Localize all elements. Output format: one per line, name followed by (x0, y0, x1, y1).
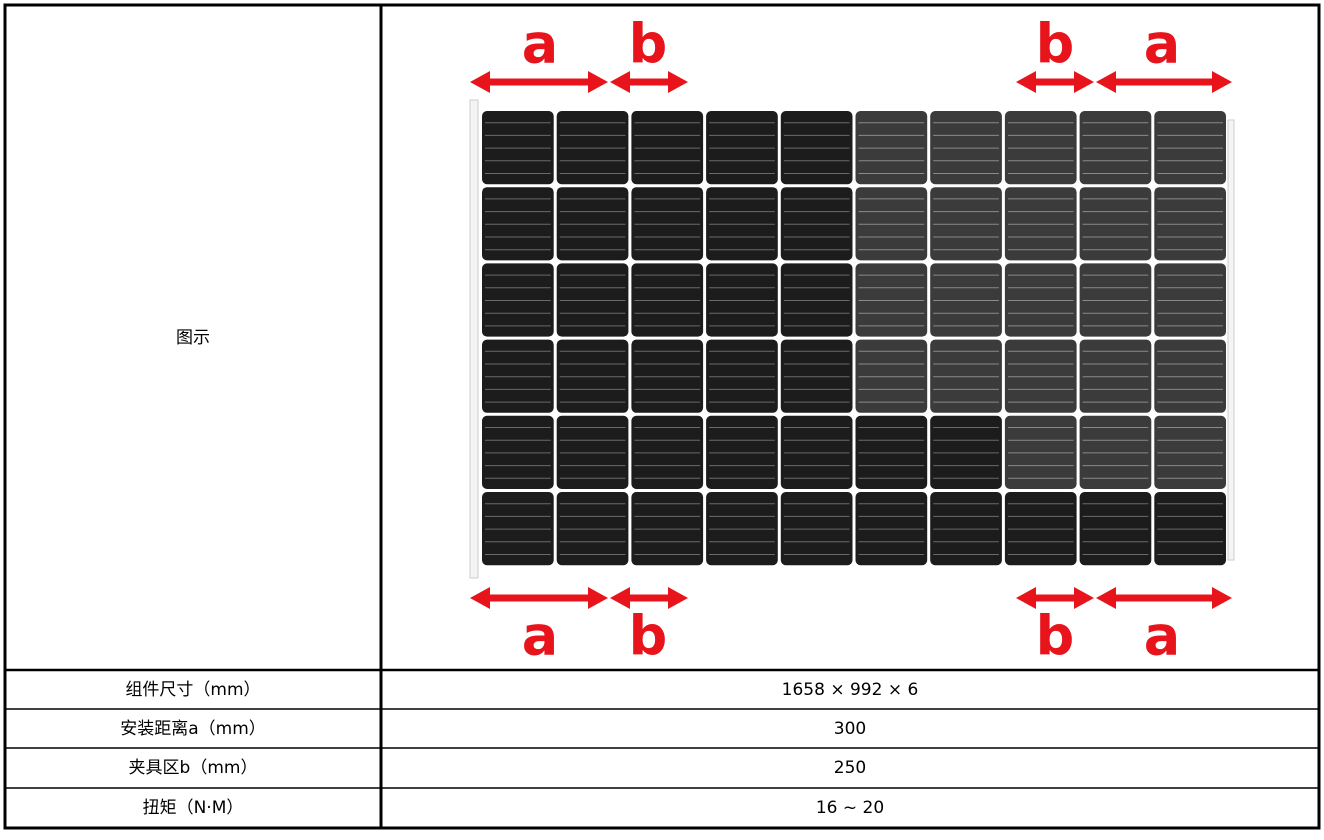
arrow-head (668, 587, 688, 609)
cell-joint (1149, 410, 1156, 417)
cell-joint (999, 182, 1006, 189)
dimension-label: b (629, 605, 668, 668)
arrow-head (1074, 587, 1094, 609)
cell-joint (1074, 258, 1081, 265)
solar-cell (930, 187, 1002, 261)
solar-cell (706, 187, 778, 261)
cell-joint (850, 258, 857, 265)
cell-joint (775, 410, 782, 417)
solar-cell (1154, 187, 1226, 261)
figure-label: 图示 (176, 328, 210, 348)
dimension-label: a (1144, 13, 1180, 76)
cell-joint (999, 258, 1006, 265)
cell-joint (925, 182, 932, 189)
cell-joint (775, 487, 782, 493)
solar-cell (1004, 187, 1077, 261)
arrow-head (1212, 587, 1232, 609)
cell-joint (551, 182, 558, 189)
cell-joint (925, 487, 932, 493)
solar-cell (1079, 187, 1152, 261)
row-label: 安装距离a（mm） (120, 719, 266, 739)
cell-joint (999, 487, 1006, 493)
solar-cell (780, 187, 853, 261)
cell-joint (1149, 487, 1156, 493)
cell-joint (701, 258, 708, 265)
arrow-head (1016, 71, 1036, 93)
cell-joint (850, 410, 857, 417)
dimension-label: a (522, 605, 558, 668)
dimension-label: b (1036, 605, 1075, 668)
cell-joint (999, 410, 1006, 417)
dimension-label: a (522, 13, 558, 76)
cell-joint (925, 258, 932, 265)
row-label: 夹具区b（mm） (129, 758, 258, 778)
row-label: 组件尺寸（mm） (125, 680, 260, 700)
panel-frame-left (469, 99, 479, 579)
cell-joint (1074, 487, 1081, 493)
cell-joint (925, 410, 932, 417)
arrow-head (1212, 71, 1232, 93)
cell-joint (626, 182, 633, 189)
arrow-head (470, 587, 490, 609)
solar-cell (482, 187, 554, 261)
solar-cell (855, 187, 928, 261)
cell-joint (701, 410, 708, 417)
arrow-head (470, 71, 490, 93)
cell-joint (775, 182, 782, 189)
cell-joint (551, 258, 558, 265)
cell-joint (1074, 334, 1081, 341)
cell-joint (701, 182, 708, 189)
cell-joint (626, 334, 633, 341)
cell-joint (626, 487, 633, 493)
arrow-head (1096, 71, 1116, 93)
row-value: 16 ~ 20 (816, 798, 884, 818)
cell-joint (626, 258, 633, 265)
arrow-head (1074, 71, 1094, 93)
cell-joint (551, 334, 558, 341)
arrow-head (588, 587, 608, 609)
solar-cell (556, 187, 629, 261)
arrow-head (1096, 587, 1116, 609)
cell-joint (1074, 182, 1081, 189)
row-value: 1658 × 992 × 6 (782, 680, 919, 700)
cell-joint (551, 410, 558, 417)
row-value: 300 (834, 719, 866, 739)
dimension-label: b (1036, 13, 1075, 76)
cell-joint (1074, 410, 1081, 417)
solar-panel (469, 99, 1235, 579)
cell-joint (626, 410, 633, 417)
arrows: a a b b b b a a (470, 13, 1232, 668)
cell-joint (775, 258, 782, 265)
row-value: 250 (834, 758, 866, 778)
row-label: 扭矩（N·M） (143, 798, 244, 818)
arrow-head (610, 71, 630, 93)
arrow-head (668, 71, 688, 93)
cell-joint (925, 334, 932, 341)
cell-joint (999, 334, 1006, 341)
dimension-label: a (1144, 605, 1180, 668)
cell-joint (850, 334, 857, 341)
cell-joint (1149, 334, 1156, 341)
cell-joint (850, 182, 857, 189)
cell-joint (1149, 182, 1156, 189)
dimension-label: b (629, 13, 668, 76)
arrow-head (1016, 587, 1036, 609)
panel-frame-right (1227, 119, 1235, 561)
arrow-head (588, 71, 608, 93)
cell-joint (1149, 258, 1156, 265)
cell-joint (551, 487, 558, 493)
cell-joint (701, 334, 708, 341)
table-rows: 组件尺寸（mm） 1658 × 992 × 6 安装距离a（mm） 300 夹具区b（m… (120, 680, 918, 818)
cell-joint (850, 487, 857, 493)
solar-cell (631, 187, 704, 261)
arrow-head (610, 587, 630, 609)
cell-joint (775, 334, 782, 341)
cell-joint (701, 487, 708, 493)
